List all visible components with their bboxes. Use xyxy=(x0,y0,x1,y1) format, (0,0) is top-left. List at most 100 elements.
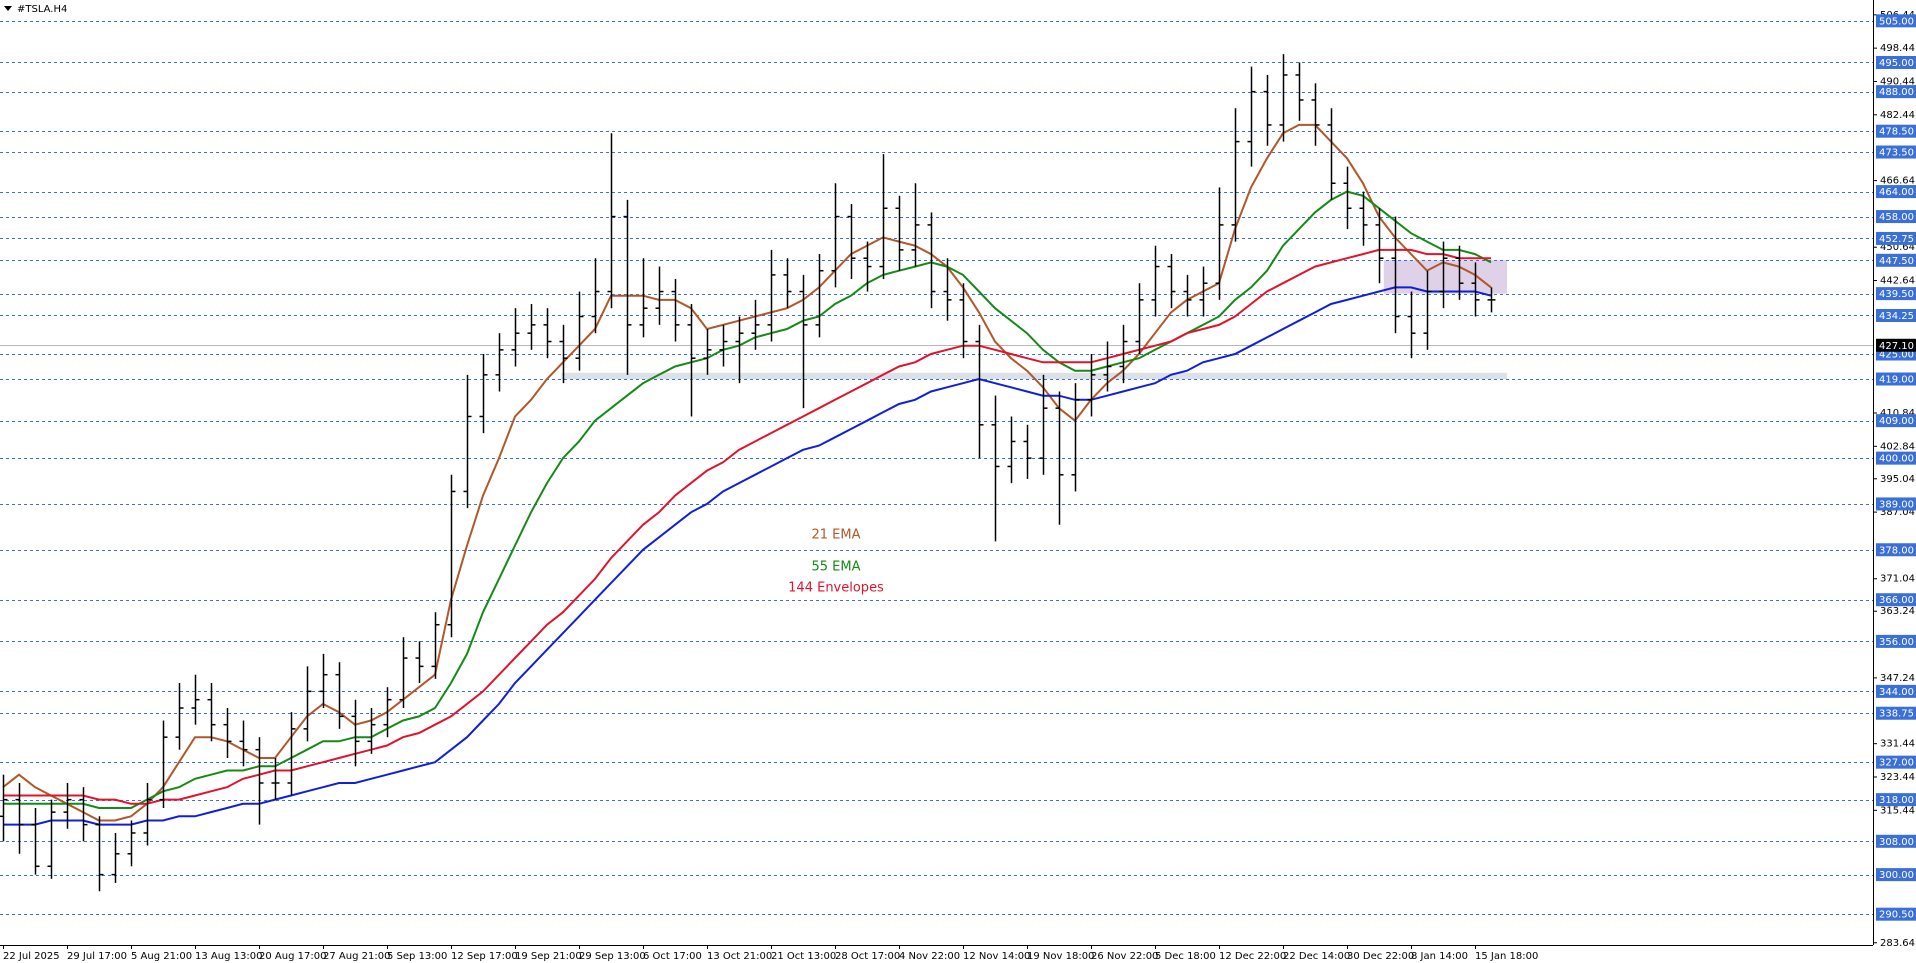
level-label-box xyxy=(1876,755,1916,769)
level-label-box xyxy=(1876,185,1916,199)
y-tick-label: 466.64 xyxy=(1880,176,1915,187)
y-tick-label: 387.04 xyxy=(1880,507,1915,518)
y-tick-label: 283.64 xyxy=(1880,938,1915,949)
y-tick-label: 315.44 xyxy=(1880,805,1915,816)
y-tick-label: 482.44 xyxy=(1880,110,1915,121)
level-label-box xyxy=(1876,210,1916,224)
indicator-label: 21 EMA xyxy=(812,528,861,543)
x-tick-label: 5 Aug 21:00 xyxy=(131,951,192,962)
zone xyxy=(1383,260,1507,294)
level-label-box xyxy=(1876,414,1916,428)
x-tick-label: 19 Nov 18:00 xyxy=(1027,951,1094,962)
y-tick-label: 410.84 xyxy=(1880,408,1915,419)
level-label-box xyxy=(1876,231,1916,245)
x-tick-label: 19 Sep 21:00 xyxy=(515,951,582,962)
level-label: 488.00 xyxy=(1879,87,1914,98)
indicator-label: 144 Envelopes xyxy=(788,581,884,596)
x-tick-label: 22 Jul 2025 xyxy=(3,951,60,962)
y-tick-label: 347.24 xyxy=(1880,673,1915,684)
level-label-box xyxy=(1876,451,1916,465)
level-label: 290.50 xyxy=(1879,910,1914,921)
x-tick-label: 5 Dec 18:00 xyxy=(1155,951,1216,962)
x-tick-label: 29 Sep 13:00 xyxy=(579,951,646,962)
level-label: 439.50 xyxy=(1879,289,1914,300)
level-label: 338.75 xyxy=(1879,709,1914,720)
y-tick-label: 371.04 xyxy=(1880,574,1915,585)
y-tick-label: 395.04 xyxy=(1880,474,1915,485)
current-price-box xyxy=(1876,338,1916,352)
level-label: 327.00 xyxy=(1879,758,1914,769)
level-label: 425.00 xyxy=(1879,350,1914,361)
level-label-box xyxy=(1876,907,1916,921)
level-label: 308.00 xyxy=(1879,837,1914,848)
x-tick-label: 27 Aug 21:00 xyxy=(323,951,390,962)
level-label: 300.00 xyxy=(1879,870,1914,881)
y-tick-label: 323.44 xyxy=(1880,772,1915,783)
indicator-line xyxy=(3,248,1491,805)
level-label: 344.00 xyxy=(1879,687,1914,698)
level-label: 447.50 xyxy=(1879,256,1914,267)
level-label: 458.00 xyxy=(1879,212,1914,223)
level-label: 409.00 xyxy=(1879,416,1914,427)
y-tick-label: 442.64 xyxy=(1880,276,1915,287)
level-label-box xyxy=(1876,85,1916,99)
level-label: 378.00 xyxy=(1879,545,1914,556)
y-tick-label: 498.44 xyxy=(1880,43,1915,54)
level-label-box xyxy=(1876,308,1916,322)
indicator-line xyxy=(2,123,1492,822)
level-label: 389.00 xyxy=(1879,499,1914,510)
current-price-label: 427.10 xyxy=(1879,341,1914,352)
level-label: 505.00 xyxy=(1879,16,1914,27)
x-tick-label: 21 Oct 13:00 xyxy=(771,951,836,962)
x-tick-label: 30 Dec 22:00 xyxy=(1347,951,1414,962)
level-label-box xyxy=(1876,793,1916,807)
x-tick-label: 12 Dec 22:00 xyxy=(1219,951,1286,962)
x-tick-label: 6 Oct 17:00 xyxy=(643,951,702,962)
level-label-box xyxy=(1876,372,1916,386)
level-label-box xyxy=(1876,253,1916,267)
level-label-box xyxy=(1876,868,1916,882)
level-label: 452.75 xyxy=(1879,234,1914,245)
x-tick-label: 8 Jan 14:00 xyxy=(1411,951,1468,962)
level-label-box xyxy=(1876,634,1916,648)
x-tick-label: 20 Aug 17:00 xyxy=(259,951,326,962)
level-label: 473.50 xyxy=(1879,148,1914,159)
level-label: 318.00 xyxy=(1879,795,1914,806)
level-label: 356.00 xyxy=(1879,637,1914,648)
level-label-box xyxy=(1876,124,1916,138)
level-label: 366.00 xyxy=(1879,595,1914,606)
level-label: 478.50 xyxy=(1879,127,1914,138)
x-tick-label: 12 Sep 17:00 xyxy=(451,951,518,962)
y-tick-label: 402.84 xyxy=(1880,441,1915,452)
level-label-box xyxy=(1876,145,1916,159)
x-tick-label: 4 Nov 22:00 xyxy=(899,951,960,962)
x-tick-label: 5 Sep 13:00 xyxy=(387,951,447,962)
y-tick-label: 450.64 xyxy=(1880,242,1915,253)
level-label-box xyxy=(1876,706,1916,720)
y-tick-label: 363.24 xyxy=(1880,606,1915,617)
level-label: 419.00 xyxy=(1879,375,1914,386)
chart-title: #TSLA.H4 xyxy=(17,4,67,15)
level-label: 400.00 xyxy=(1879,454,1914,465)
x-tick-label: 26 Nov 22:00 xyxy=(1091,951,1158,962)
level-label-box xyxy=(1876,14,1916,28)
level-label: 434.25 xyxy=(1879,311,1914,322)
level-label: 495.00 xyxy=(1879,58,1914,69)
menu-triangle[interactable] xyxy=(4,6,12,11)
level-label-box xyxy=(1876,287,1916,301)
x-tick-label: 12 Nov 14:00 xyxy=(963,951,1030,962)
zone xyxy=(561,372,1507,380)
x-tick-label: 22 Dec 14:00 xyxy=(1283,951,1350,962)
indicator-label: 55 EMA xyxy=(812,560,861,575)
level-label-box xyxy=(1876,593,1916,607)
x-tick-label: 13 Aug 13:00 xyxy=(195,951,262,962)
x-tick-label: 15 Jan 18:00 xyxy=(1475,951,1538,962)
y-tick-label: 490.44 xyxy=(1880,76,1915,87)
y-tick-label: 331.44 xyxy=(1880,739,1915,750)
indicator-line xyxy=(3,286,1492,826)
level-label-box xyxy=(1876,55,1916,69)
indicator-line xyxy=(3,190,1492,809)
